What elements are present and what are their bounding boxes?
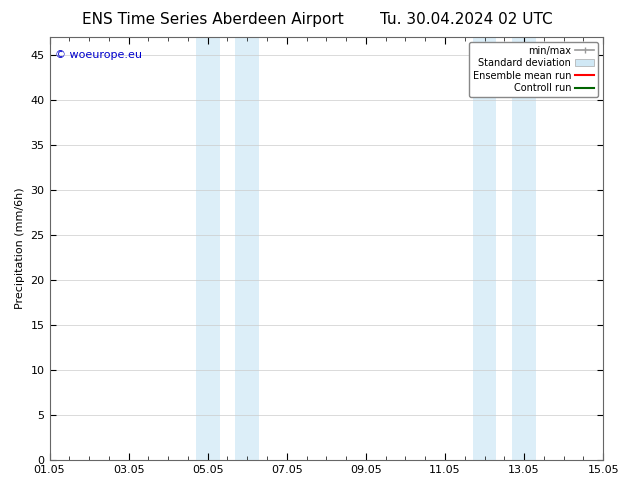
Legend: min/max, Standard deviation, Ensemble mean run, Controll run: min/max, Standard deviation, Ensemble me… — [469, 42, 598, 97]
Bar — [196, 37, 219, 460]
Bar — [473, 37, 496, 460]
Text: ENS Time Series Aberdeen Airport: ENS Time Series Aberdeen Airport — [82, 12, 344, 27]
Y-axis label: Precipitation (mm/6h): Precipitation (mm/6h) — [15, 188, 25, 309]
Bar — [235, 37, 259, 460]
Text: © woeurope.eu: © woeurope.eu — [55, 50, 142, 60]
Text: Tu. 30.04.2024 02 UTC: Tu. 30.04.2024 02 UTC — [380, 12, 553, 27]
Bar — [512, 37, 536, 460]
